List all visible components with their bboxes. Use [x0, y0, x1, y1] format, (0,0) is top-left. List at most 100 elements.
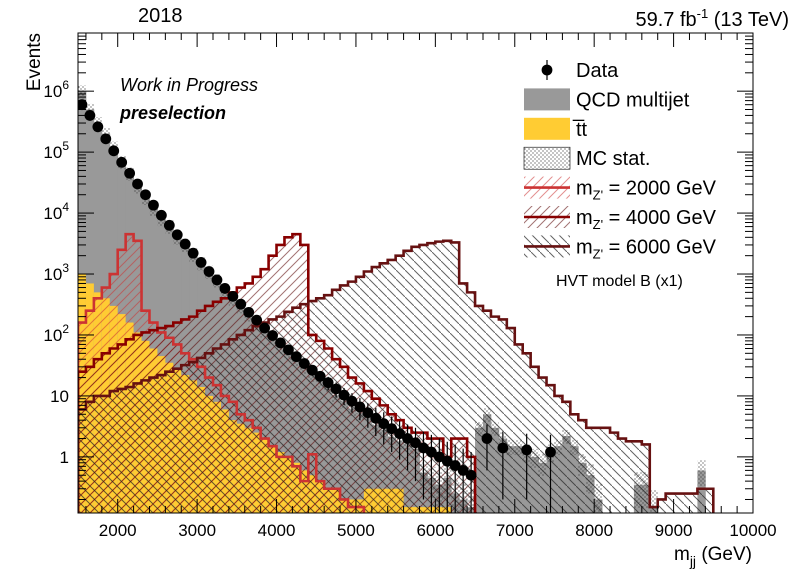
- x-tick-label: 8000: [575, 521, 613, 540]
- x-tick-label: 2000: [99, 521, 137, 540]
- legend-label-data: Data: [576, 60, 619, 82]
- data-point: [203, 266, 215, 277]
- signal-4000-line: [78, 232, 477, 513]
- signal-fill-layer: [78, 234, 714, 513]
- data-point: [521, 433, 533, 500]
- y-tick-label: 1: [60, 448, 69, 467]
- signal-6000-fill: [78, 240, 714, 513]
- data-point: [298, 358, 310, 369]
- annotation-preselection: preselection: [119, 103, 226, 123]
- y-axis-title: Events: [24, 33, 45, 91]
- y-tick-label: 102: [43, 322, 69, 345]
- data-point: [441, 441, 453, 513]
- data-point: [219, 283, 231, 294]
- data-point: [465, 452, 477, 513]
- data-point: [251, 314, 263, 326]
- data-point: [370, 407, 382, 437]
- header-year: 2018: [138, 5, 183, 27]
- data-point: [338, 387, 350, 405]
- data-point: [362, 403, 374, 428]
- y-tick-label: 105: [43, 139, 69, 162]
- data-point: [235, 298, 247, 310]
- axes: 2000 3000 4000 5000 6000 7000 8000 9000 10000 1 10…: [43, 32, 777, 540]
- annotation-work-in-progress: Work in Progress: [120, 75, 258, 95]
- legend-label-signal-4000: mZ' = 4000 GeV: [576, 207, 717, 232]
- data-point: [481, 424, 493, 471]
- data-points: [78, 99, 556, 513]
- data-point: [386, 416, 398, 453]
- data-point: [100, 133, 112, 145]
- data-point: [116, 156, 128, 168]
- x-tick-label: 3000: [178, 521, 216, 540]
- mc-stat-band: [649, 490, 658, 513]
- data-point: [267, 330, 278, 341]
- x-tick-label: 4000: [258, 521, 296, 540]
- plot-area: [78, 85, 715, 513]
- legend-swatch-ttbar: [524, 117, 570, 140]
- data-point: [354, 398, 366, 421]
- legend-label-signal-2000: mZ' = 2000 GeV: [576, 178, 717, 203]
- x-tick-label: 9000: [655, 521, 693, 540]
- plot-frame: [77, 32, 754, 514]
- x-tick-label: 10000: [729, 521, 776, 540]
- x-tick-label: 7000: [496, 521, 534, 540]
- x-tick-label: 6000: [416, 521, 454, 540]
- legend: Data QCD multijet t̅t MC stat. mZ' = 2000 Ge…: [523, 60, 717, 290]
- legend-note-hvt: HVT model B (x1): [556, 273, 683, 290]
- data-point: [418, 431, 429, 500]
- data-point: [457, 448, 469, 513]
- data-point: [402, 424, 413, 471]
- data-point: [132, 178, 143, 190]
- legend-label-ttbar: t̅t: [573, 119, 588, 141]
- data-point: [148, 199, 159, 211]
- data-point: [275, 337, 286, 349]
- legend-label-qcd: QCD multijet: [576, 89, 690, 111]
- legend-swatch-qcd: [524, 88, 570, 111]
- data-point: [171, 229, 183, 241]
- data-point: [163, 219, 175, 231]
- x-tick-label: 5000: [337, 521, 375, 540]
- data-point: [108, 145, 120, 157]
- data-point: [394, 420, 406, 460]
- data-point: [259, 322, 271, 334]
- data-point: [195, 257, 207, 268]
- data-point: [497, 431, 509, 500]
- y-tick-label: 106: [43, 78, 69, 101]
- data-point: [306, 364, 318, 376]
- legend-swatch-mc-stat: [523, 146, 571, 170]
- data-point: [140, 189, 151, 201]
- legend-label-signal-6000: mZ' = 6000 GeV: [576, 236, 717, 261]
- data-point: [322, 376, 334, 391]
- data-point: [290, 351, 302, 363]
- data-point: [187, 247, 199, 259]
- data-point: [410, 427, 421, 482]
- y-tick-label: 10: [50, 387, 69, 406]
- data-point: [314, 370, 326, 383]
- data-point: [449, 444, 461, 513]
- mc-stat-band: [78, 85, 86, 99]
- mc-stat-band: [697, 460, 706, 487]
- header-luminosity: 59.7 fb-1 (13 TeV): [635, 6, 789, 31]
- signal-line-layer: [78, 232, 715, 513]
- legend-data-marker: [541, 64, 553, 76]
- data-point: [283, 344, 294, 356]
- signal-2000-line: [78, 232, 366, 513]
- signal-6000-line: [78, 239, 715, 513]
- data-point: [124, 167, 136, 179]
- data-point: [155, 209, 167, 221]
- data-point: [330, 382, 342, 398]
- data-point: [84, 110, 96, 121]
- data-point: [425, 434, 437, 513]
- data-point: [92, 121, 104, 133]
- data-point: [378, 412, 390, 445]
- data-point: [545, 434, 556, 513]
- y-tick-label: 104: [43, 200, 69, 223]
- data-point: [243, 306, 255, 318]
- legend-label-mc-stat: MC stat.: [576, 148, 650, 170]
- data-point: [211, 274, 223, 286]
- data-point: [227, 290, 239, 302]
- data-point: [346, 393, 358, 413]
- y-tick-label: 103: [43, 261, 69, 284]
- data-point: [179, 238, 191, 250]
